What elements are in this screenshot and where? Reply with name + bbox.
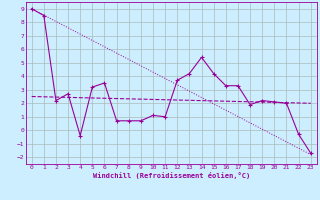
X-axis label: Windchill (Refroidissement éolien,°C): Windchill (Refroidissement éolien,°C) xyxy=(92,172,250,179)
